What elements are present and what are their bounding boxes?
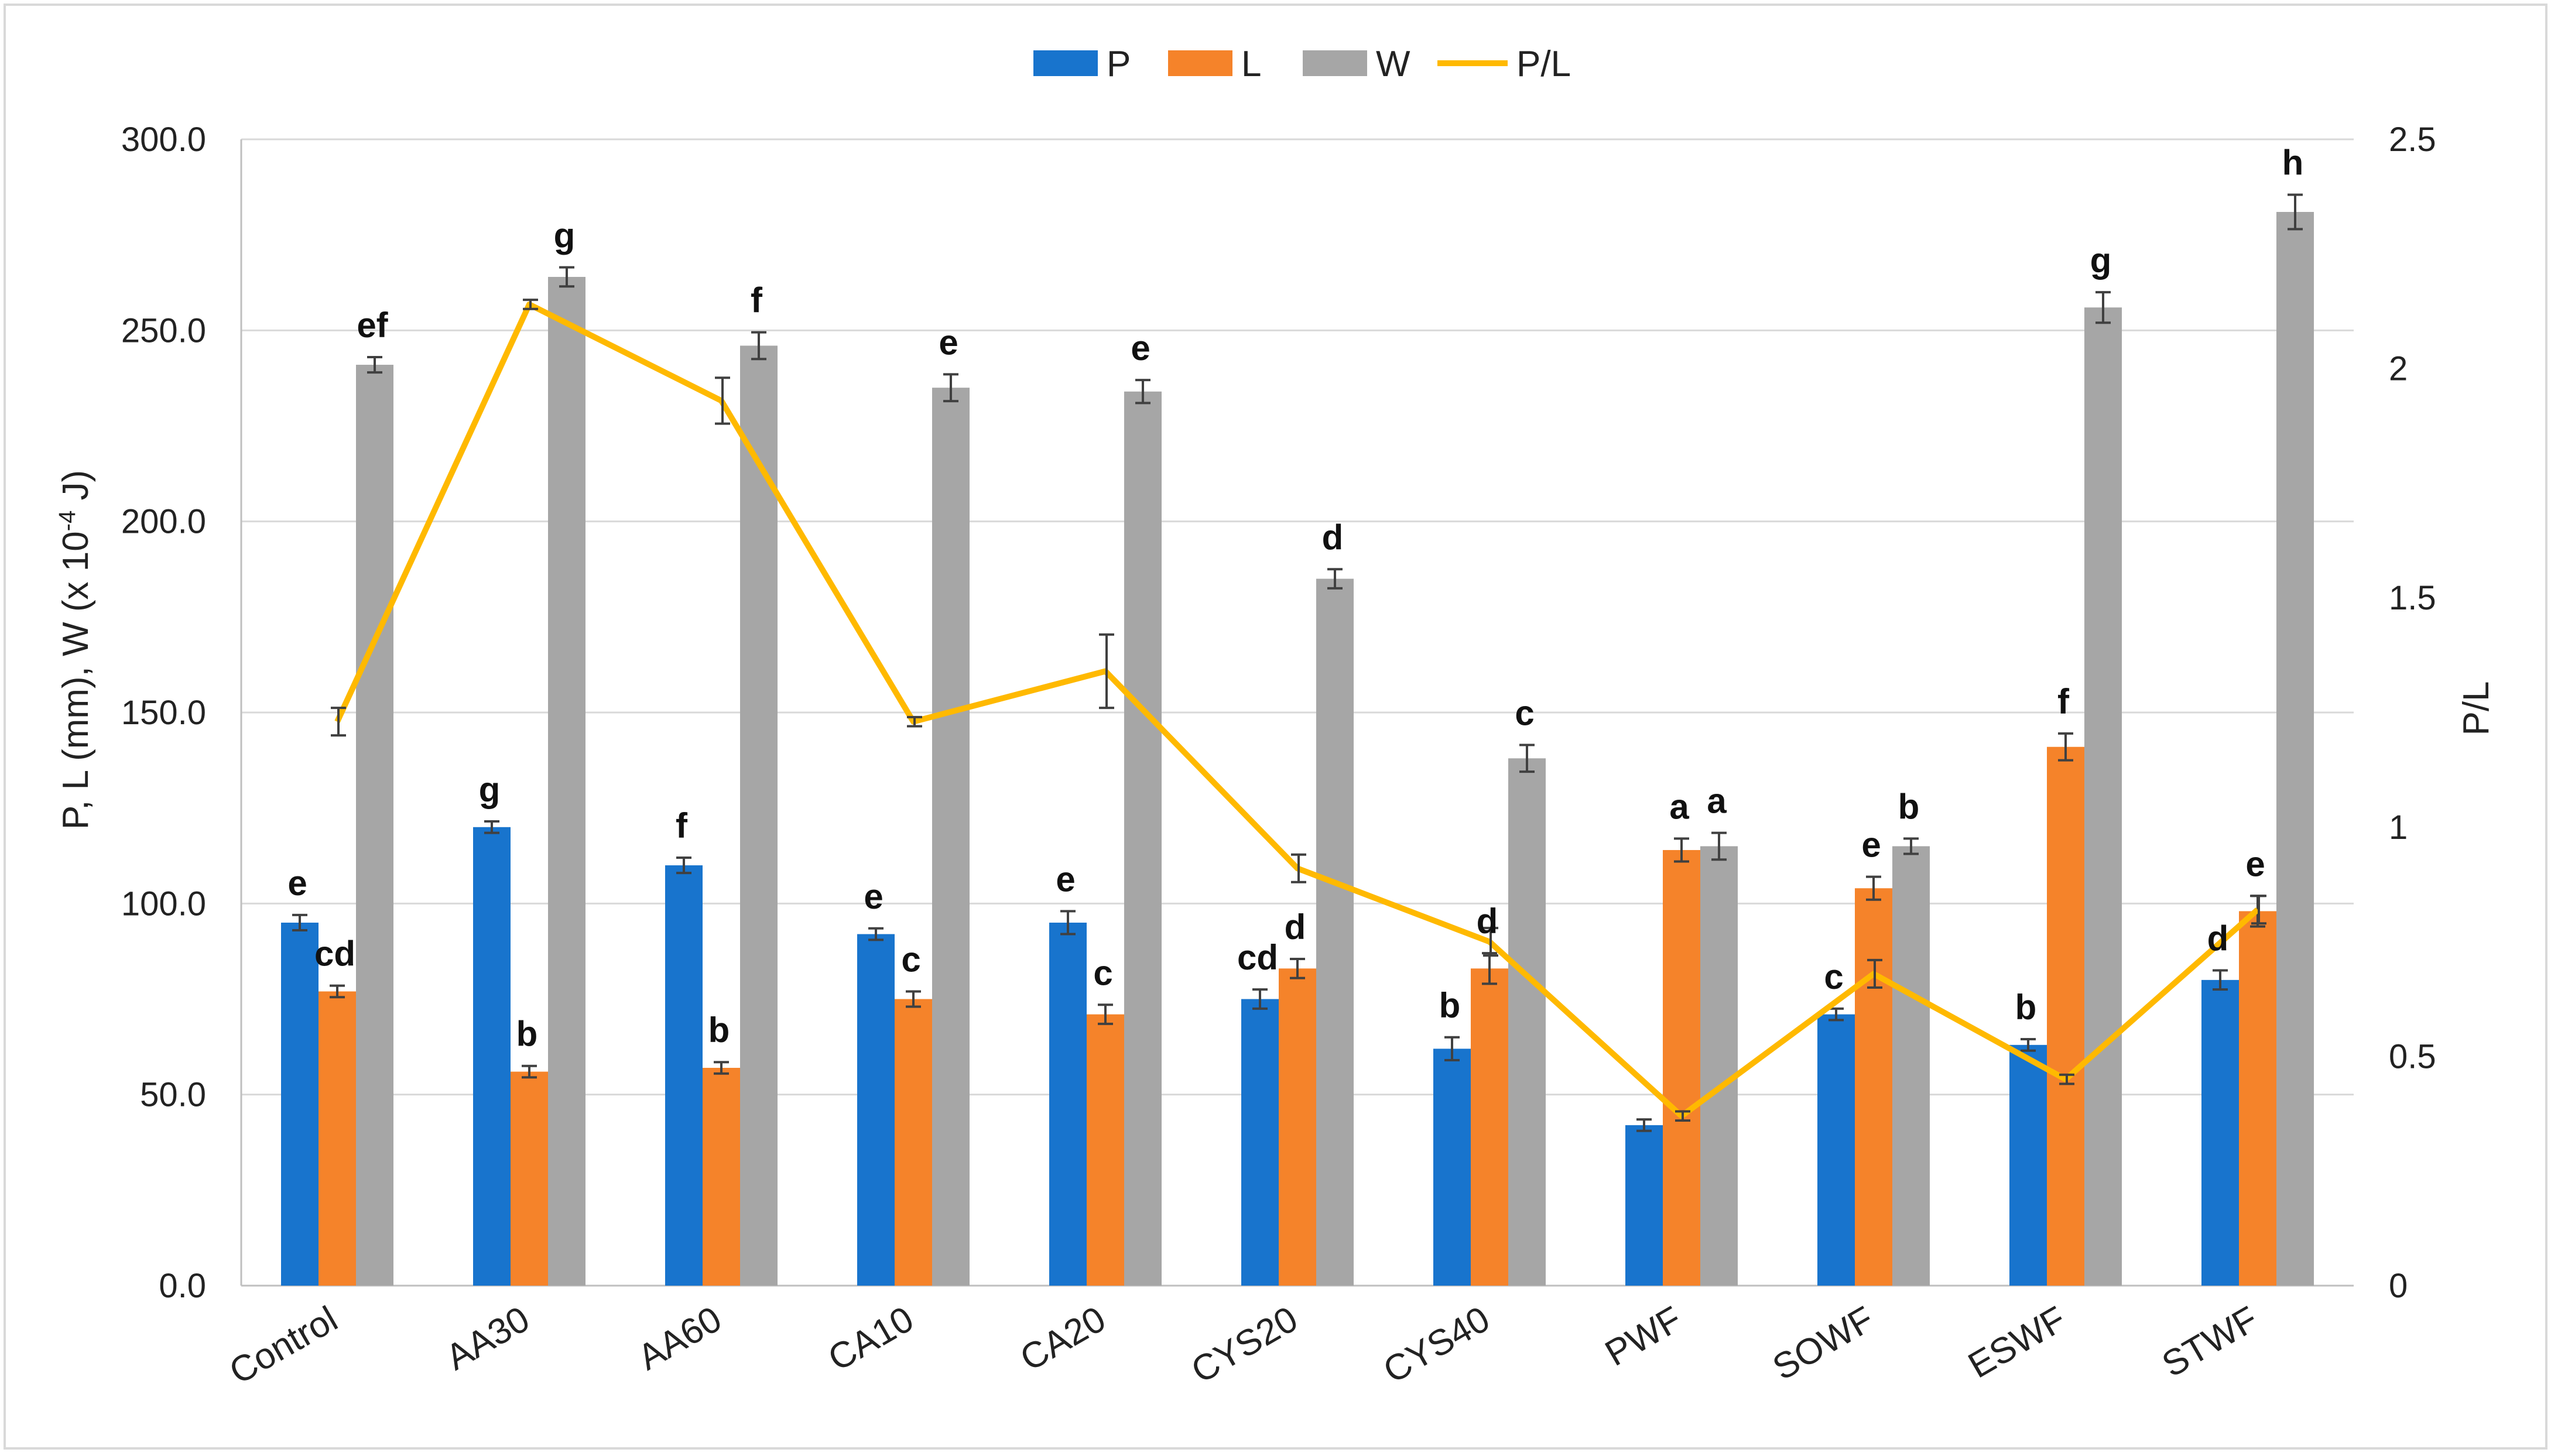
significance-letter: e	[1056, 859, 1075, 899]
bar-w	[1316, 578, 1354, 1286]
significance-letter: c	[1093, 953, 1112, 992]
bar-w	[1124, 391, 1162, 1286]
secondary-y-axis-title: P/L	[2456, 681, 2497, 735]
legend: P L W P/L	[1033, 44, 1571, 84]
bar-p	[1049, 922, 1087, 1286]
significance-letter: a	[1707, 782, 1727, 821]
significance-letter: e	[287, 864, 307, 903]
bar-l	[1471, 968, 1508, 1286]
y2-tick-label: 1.5	[2389, 579, 2436, 617]
y2-tick-label: 0.5	[2389, 1037, 2436, 1075]
significance-letter: d	[1477, 902, 1498, 941]
significance-letter: b	[2015, 988, 2037, 1027]
bar-l	[895, 999, 932, 1286]
bar-l	[1855, 888, 1892, 1286]
significance-letter: e	[2245, 844, 2265, 883]
bar-l	[2047, 746, 2084, 1286]
bars-layer	[281, 212, 2314, 1286]
bar-p	[1433, 1049, 1471, 1286]
bar-p	[281, 922, 319, 1286]
significance-letter: e	[939, 323, 958, 362]
bar-w	[2276, 212, 2314, 1286]
significance-letter: cd	[1237, 938, 1278, 977]
significance-letter: h	[2282, 143, 2304, 183]
ratio-line-layer	[331, 299, 2266, 1122]
significance-letter: f	[751, 281, 763, 320]
significance-letter: b	[516, 1015, 538, 1054]
bar-p	[665, 865, 703, 1286]
bar-w	[1700, 846, 1738, 1286]
significance-letter: c	[1515, 693, 1534, 732]
y2-tick-label: 2	[2389, 350, 2408, 388]
significance-letter: b	[1439, 986, 1461, 1025]
y-tick-label: 100.0	[121, 885, 206, 923]
y-tick-label: 250.0	[121, 311, 206, 350]
bar-w	[1892, 846, 1930, 1286]
significance-letter: c	[901, 940, 920, 979]
significance-letter: ef	[357, 306, 388, 345]
y2-tick-label: 0	[2389, 1267, 2408, 1305]
y-tick-label: 0.0	[159, 1267, 206, 1305]
significance-letter: a	[1669, 787, 1689, 826]
bar-l	[1279, 968, 1316, 1286]
legend-label: P	[1107, 44, 1131, 84]
error-bars-layer	[292, 193, 2303, 1132]
legend-swatch-p	[1033, 50, 1098, 76]
significance-letter: c	[1824, 957, 1843, 996]
bar-l	[1663, 849, 1700, 1286]
significance-letter: g	[479, 770, 501, 809]
significance-letter: e	[1861, 825, 1881, 865]
significance-letter: e	[864, 877, 883, 916]
significance-letter: b	[708, 1010, 730, 1050]
y-tick-label: 50.0	[140, 1076, 206, 1114]
bar-w	[740, 345, 778, 1286]
y-tick-label: 300.0	[121, 121, 206, 159]
bar-w	[2084, 307, 2122, 1286]
significance-letter: d	[2207, 919, 2229, 958]
bar-p	[1817, 1014, 1855, 1286]
bar-p	[2201, 979, 2239, 1286]
bar-w	[356, 365, 393, 1286]
legend-swatch-w	[1303, 50, 1367, 76]
bar-l	[511, 1071, 548, 1286]
y2-tick-label: 2.5	[2389, 121, 2436, 159]
significance-letter: cd	[314, 934, 355, 974]
y-tick-label: 200.0	[121, 503, 206, 541]
significance-letter: d	[1285, 907, 1306, 947]
bar-w	[548, 276, 585, 1286]
y2-tick-label: 1	[2389, 808, 2408, 847]
bar-p	[1241, 999, 1279, 1286]
legend-label: L	[1241, 44, 1261, 84]
significance-letter: d	[1322, 518, 1344, 557]
bar-p	[473, 827, 511, 1286]
bar-p	[857, 934, 895, 1286]
bar-l	[1087, 1014, 1124, 1286]
bar-w	[1508, 758, 1546, 1286]
bar-w	[932, 388, 970, 1286]
significance-letter: g	[554, 216, 576, 255]
y-axis-title: P, L (mm), W (x 10-4 J)	[54, 470, 96, 830]
bar-l	[2239, 911, 2276, 1286]
significance-letter: e	[1131, 328, 1150, 368]
significance-letter: b	[1898, 787, 1920, 826]
gridlines	[240, 138, 2354, 1287]
significance-letter: f	[676, 806, 688, 845]
bar-p	[1625, 1125, 1663, 1286]
bar-l	[703, 1067, 740, 1286]
legend-swatch-l	[1168, 50, 1232, 76]
legend-label: W	[1376, 44, 1410, 84]
y-tick-label: 150.0	[121, 694, 206, 732]
legend-label: P/L	[1516, 44, 1571, 84]
significance-letter: g	[2090, 241, 2112, 280]
significance-letter: f	[2057, 682, 2070, 721]
bar-l	[319, 991, 356, 1286]
bar-p	[2009, 1044, 2047, 1286]
